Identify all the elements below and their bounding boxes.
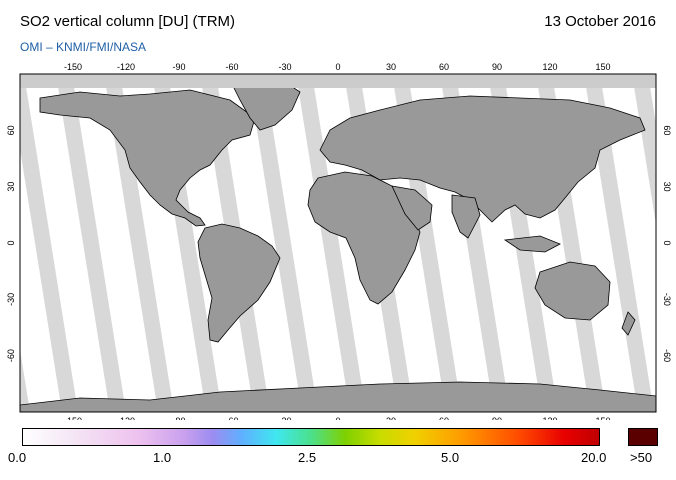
left-latitude-ticks: 60 30 0 -30 -60: [6, 125, 16, 362]
lon-tick-top-8: 90: [492, 62, 502, 72]
colorbar-label-0: 0.0: [8, 450, 27, 465]
new-zealand: [621, 311, 636, 336]
lon-tick-top-3: -60: [225, 62, 238, 72]
lon-tick-bottom-3: -60: [225, 416, 238, 420]
lat-tick-right-2: 0: [662, 240, 672, 245]
colorbar-over-label: >50: [630, 450, 653, 465]
lon-tick-top-0: -150: [64, 62, 82, 72]
orbit-swath: [56, 74, 126, 412]
lon-tick-top-1: -120: [117, 62, 135, 72]
arabian-peninsula: [391, 185, 433, 231]
lon-tick-top-6: 30: [386, 62, 396, 72]
south-america: [197, 223, 281, 343]
antarctica: [20, 381, 656, 412]
lat-tick-left-1: 30: [6, 182, 16, 192]
map-date: 13 October 2016: [544, 13, 656, 30]
india: [451, 194, 481, 239]
lon-tick-bottom-5: 0: [335, 416, 340, 420]
lat-tick-left-2: 0: [6, 240, 16, 245]
north-america: [39, 89, 256, 227]
orbit-swath: [296, 74, 366, 412]
map-title: SO2 vertical column [DU] (TRM): [20, 13, 236, 30]
orbit-swath: [20, 349, 30, 412]
orbit-swath: [248, 74, 318, 412]
lon-tick-bottom-10: 150: [595, 416, 610, 420]
lon-tick-bottom-1: -120: [117, 416, 135, 420]
lon-tick-bottom-0: -150: [64, 416, 82, 420]
lon-tick-top-7: 60: [439, 62, 449, 72]
lon-tick-bottom-2: -90: [172, 416, 185, 420]
colorbar-label-3: 5.0: [441, 450, 460, 465]
lat-tick-right-1: 30: [662, 182, 672, 192]
orbit-swath: [20, 74, 78, 412]
indonesia: [503, 235, 561, 253]
bottom-longitude-ticks: -150 -120 -90 -60 -30 0 30 60 90 120 150: [64, 416, 611, 420]
lon-tick-top-10: 150: [595, 62, 610, 72]
lat-tick-right-3: -30: [662, 293, 672, 306]
lat-tick-right-0: 60: [662, 125, 672, 135]
lat-tick-left-3: -30: [6, 293, 16, 306]
orbit-swath: [104, 74, 174, 412]
eurasia: [319, 95, 646, 223]
colorbar-label-4: 20.0: [581, 450, 607, 465]
polar-nodata: [20, 74, 656, 88]
lon-tick-top-9: 120: [542, 62, 557, 72]
colorbar-label-1: 1.0: [153, 450, 172, 465]
lon-tick-top-4: -30: [278, 62, 291, 72]
lat-tick-left-0: 60: [6, 125, 16, 135]
lon-tick-top-2: -90: [172, 62, 185, 72]
data-source: OMI – KNMI/FMI/NASA: [20, 40, 147, 54]
colorbar: [22, 428, 600, 446]
continents: [20, 81, 656, 412]
right-latitude-ticks: 60 30 0 -30 -60: [662, 125, 672, 362]
top-longitude-ticks: -150 -120 -90 -60 -30 0 30 60 90 120 150: [64, 62, 611, 72]
colorbar-label-2: 2.5: [298, 450, 317, 465]
lon-tick-bottom-8: 90: [492, 416, 502, 420]
lon-tick-top-5: 0: [335, 62, 340, 72]
orbit-swath: [632, 74, 656, 225]
orbit-swath: [584, 74, 654, 412]
lon-tick-bottom-6: 30: [386, 416, 396, 420]
colorbar-over-swatch: [628, 428, 658, 446]
lat-tick-left-4: -60: [6, 349, 16, 362]
lon-tick-bottom-7: 60: [439, 416, 449, 420]
lon-tick-bottom-4: -30: [278, 416, 291, 420]
lat-tick-right-4: -60: [662, 349, 672, 362]
australia: [534, 261, 611, 321]
lon-tick-bottom-9: 120: [542, 416, 557, 420]
map-frame: [19, 73, 657, 413]
